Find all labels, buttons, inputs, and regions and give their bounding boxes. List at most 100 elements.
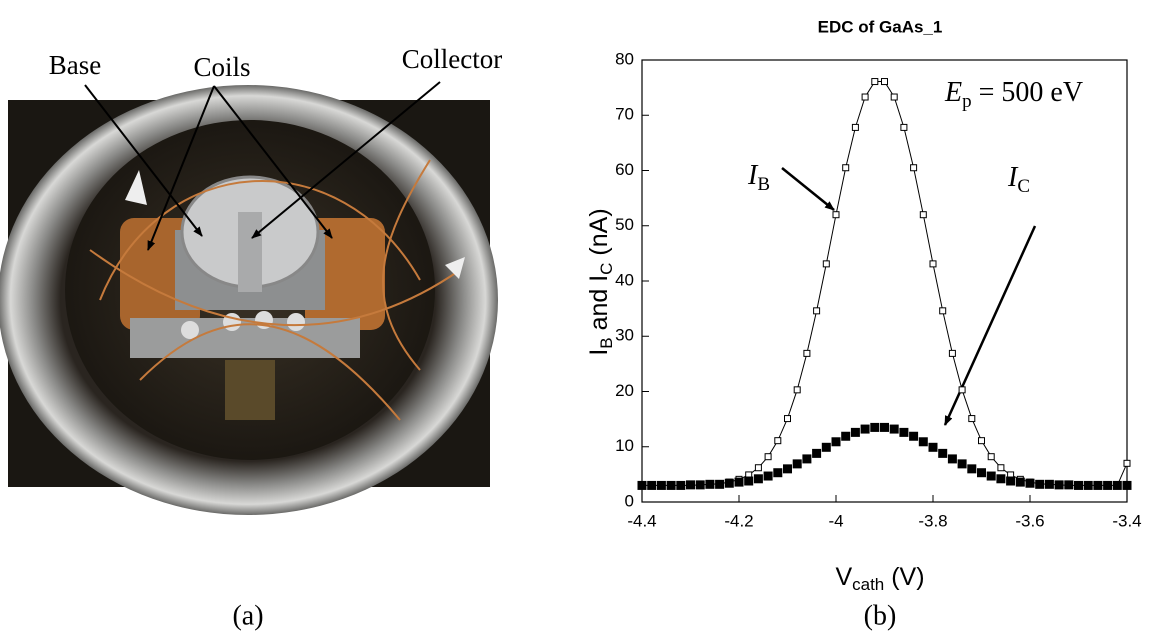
marker	[1083, 480, 1093, 490]
marker	[918, 437, 928, 447]
x-label-sub: cath	[852, 575, 884, 594]
y-label-part: I	[585, 349, 613, 356]
marker	[1074, 480, 1083, 490]
marker	[666, 480, 676, 490]
marker	[763, 471, 773, 481]
y-label-sub: B	[597, 337, 616, 348]
marker	[996, 474, 1006, 484]
y-tick-label: 20	[615, 381, 634, 400]
y-label-sub: C	[597, 263, 616, 275]
photo-arrows	[84, 81, 441, 251]
marker	[890, 93, 898, 101]
marker	[851, 123, 859, 131]
y-label-part: and I	[585, 275, 613, 338]
caption-a: (a)	[232, 600, 263, 631]
marker	[850, 427, 860, 437]
marker	[1054, 480, 1064, 490]
marker	[1112, 480, 1122, 490]
y-tick-label: 30	[615, 326, 634, 345]
marker	[754, 464, 762, 472]
chart-title: EDC of GaAs_1	[818, 17, 943, 36]
y-label-part: (nA)	[585, 208, 613, 262]
y-tick-label: 80	[615, 49, 634, 68]
marker	[880, 422, 889, 432]
marker	[764, 453, 772, 461]
annotation-part: I	[747, 160, 759, 191]
marker	[821, 442, 831, 452]
marker	[1035, 479, 1045, 489]
marker	[948, 349, 956, 357]
marker	[792, 459, 802, 469]
marker	[1122, 480, 1132, 490]
x-label-part: V	[835, 563, 852, 591]
marker	[987, 453, 995, 461]
y-tick-label: 0	[625, 491, 634, 510]
marker	[842, 164, 850, 172]
marker	[1025, 478, 1035, 488]
marker	[1006, 476, 1016, 486]
marker	[928, 442, 938, 452]
annotation-ep: Ep = 500 eV	[944, 77, 1083, 112]
annotation-sub: B	[757, 174, 770, 195]
marker	[870, 422, 880, 432]
marker	[919, 211, 927, 219]
marker	[1064, 480, 1074, 490]
marker	[803, 349, 811, 357]
marker	[889, 424, 899, 434]
x-label-part: (V)	[884, 563, 924, 591]
label-base: Base	[49, 50, 102, 80]
marker	[957, 459, 967, 469]
annotation-part: I	[1007, 162, 1019, 193]
marker	[813, 307, 821, 315]
annotation-ib: IB	[747, 160, 770, 195]
marker	[831, 437, 841, 447]
label-coils: Coils	[193, 52, 250, 82]
marker	[910, 164, 918, 172]
annotation-part: = 500 eV	[972, 77, 1083, 108]
x-tick-label: -3.8	[918, 511, 947, 530]
marker	[774, 437, 782, 445]
marker	[832, 211, 840, 219]
marker	[997, 464, 1005, 472]
marker	[793, 386, 801, 394]
x-tick-label: -3.4	[1112, 511, 1141, 530]
annotation-sub: p	[962, 91, 972, 112]
marker	[676, 480, 686, 490]
annotation-ic: IC	[1007, 162, 1030, 197]
marker	[900, 123, 908, 131]
marker	[822, 260, 830, 268]
marker	[909, 431, 919, 441]
annotation-sub: C	[1017, 176, 1030, 197]
marker	[773, 468, 783, 478]
marker	[812, 448, 822, 458]
x-axis-label: Vcath (V)	[835, 563, 924, 595]
x-tick-label: -3.6	[1015, 511, 1044, 530]
marker	[899, 427, 909, 437]
plot-frame	[641, 59, 1128, 503]
marker	[1103, 480, 1113, 490]
x-tick-label: -4.4	[627, 511, 656, 530]
marker	[881, 78, 888, 86]
marker	[1123, 459, 1131, 467]
marker	[647, 480, 657, 490]
marker	[802, 454, 812, 464]
marker	[967, 464, 977, 474]
marker	[986, 471, 996, 481]
marker	[947, 454, 957, 464]
annotation-part: E	[944, 77, 962, 108]
marker	[978, 437, 985, 445]
marker	[871, 78, 879, 86]
marker	[734, 477, 744, 487]
marker	[637, 480, 647, 490]
marker	[695, 480, 705, 490]
marker	[784, 415, 791, 423]
marker	[715, 479, 725, 489]
y-tick-label: 50	[615, 215, 634, 234]
label-collector: Collector	[402, 44, 502, 74]
marker	[841, 431, 851, 441]
x-tick-label: -4.2	[724, 511, 753, 530]
marker	[705, 479, 715, 489]
marker	[929, 260, 937, 268]
photo	[0, 85, 498, 515]
